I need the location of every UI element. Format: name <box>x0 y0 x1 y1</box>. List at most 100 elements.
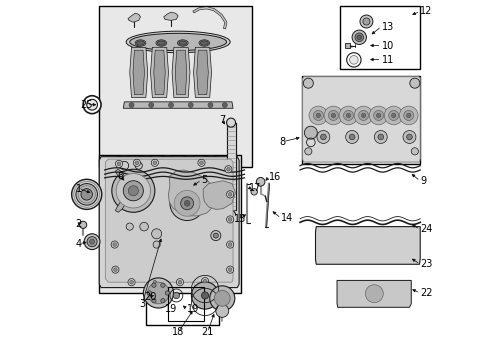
Text: 13: 13 <box>381 22 393 32</box>
Circle shape <box>151 298 156 303</box>
Circle shape <box>391 113 395 118</box>
Circle shape <box>373 131 386 143</box>
Ellipse shape <box>136 41 144 45</box>
Ellipse shape <box>157 41 165 45</box>
Circle shape <box>135 161 139 165</box>
Text: 22: 22 <box>419 288 432 298</box>
Text: 20: 20 <box>143 292 156 302</box>
Circle shape <box>116 174 150 208</box>
Circle shape <box>213 233 218 238</box>
Polygon shape <box>168 170 215 216</box>
Circle shape <box>148 103 153 108</box>
Polygon shape <box>175 50 186 95</box>
Circle shape <box>113 268 117 271</box>
Circle shape <box>228 193 231 196</box>
Text: 11: 11 <box>381 54 393 64</box>
Polygon shape <box>302 77 419 162</box>
Circle shape <box>173 292 179 299</box>
Polygon shape <box>203 181 235 210</box>
Circle shape <box>151 159 158 166</box>
Circle shape <box>346 113 350 118</box>
Circle shape <box>129 280 133 284</box>
Circle shape <box>303 78 313 88</box>
Circle shape <box>403 111 413 121</box>
Circle shape <box>180 197 193 210</box>
Circle shape <box>133 159 140 166</box>
Circle shape <box>304 126 317 139</box>
Polygon shape <box>99 157 239 288</box>
Circle shape <box>362 18 369 25</box>
Circle shape <box>76 184 97 205</box>
Circle shape <box>86 99 97 110</box>
Circle shape <box>147 291 151 295</box>
Text: 21: 21 <box>201 327 213 337</box>
Circle shape <box>406 134 411 140</box>
Text: 25: 25 <box>81 100 93 110</box>
Circle shape <box>151 279 158 286</box>
Text: 9: 9 <box>419 176 426 186</box>
Circle shape <box>349 55 357 64</box>
Circle shape <box>207 103 212 108</box>
Ellipse shape <box>126 31 230 53</box>
Circle shape <box>224 166 231 173</box>
Text: 2: 2 <box>76 219 82 229</box>
Polygon shape <box>315 226 419 264</box>
Circle shape <box>81 189 92 200</box>
Circle shape <box>84 234 100 249</box>
Circle shape <box>377 134 383 140</box>
Circle shape <box>365 285 383 303</box>
Text: 1: 1 <box>76 184 81 194</box>
Circle shape <box>348 134 354 140</box>
Circle shape <box>226 118 235 127</box>
Circle shape <box>376 113 380 118</box>
Text: 24: 24 <box>419 225 432 234</box>
Polygon shape <box>133 50 144 95</box>
Circle shape <box>72 179 102 210</box>
Circle shape <box>353 106 372 125</box>
Text: 14: 14 <box>281 213 293 223</box>
Ellipse shape <box>200 41 208 45</box>
Bar <box>145 270 219 325</box>
Circle shape <box>161 298 165 303</box>
Polygon shape <box>163 12 178 21</box>
Ellipse shape <box>179 41 186 45</box>
Circle shape <box>384 106 402 125</box>
Text: 7: 7 <box>218 115 224 125</box>
Text: 8: 8 <box>279 137 285 147</box>
Polygon shape <box>129 47 147 98</box>
Circle shape <box>174 190 200 216</box>
Circle shape <box>402 131 415 143</box>
Circle shape <box>151 229 162 239</box>
Text: 16: 16 <box>268 172 281 182</box>
Ellipse shape <box>199 40 209 46</box>
Circle shape <box>129 103 134 108</box>
Text: 23: 23 <box>419 259 432 269</box>
Circle shape <box>169 186 204 221</box>
Circle shape <box>214 291 230 306</box>
Circle shape <box>153 280 156 284</box>
Circle shape <box>191 282 218 309</box>
Circle shape <box>339 106 357 125</box>
Circle shape <box>203 279 206 283</box>
Circle shape <box>128 186 138 196</box>
Circle shape <box>320 134 325 140</box>
Circle shape <box>161 283 165 287</box>
Polygon shape <box>123 102 233 108</box>
Bar <box>301 76 419 164</box>
Text: 15: 15 <box>234 215 246 224</box>
Circle shape <box>113 243 116 246</box>
Polygon shape <box>226 123 235 211</box>
Polygon shape <box>128 13 140 22</box>
Circle shape <box>168 103 173 108</box>
Circle shape <box>128 279 135 286</box>
Polygon shape <box>153 50 165 95</box>
Circle shape <box>226 216 233 223</box>
Circle shape <box>358 111 368 121</box>
Circle shape <box>250 189 257 195</box>
Circle shape <box>351 30 366 44</box>
Circle shape <box>304 148 311 155</box>
Circle shape <box>228 218 231 221</box>
Circle shape <box>198 159 204 166</box>
Circle shape <box>313 111 323 121</box>
Ellipse shape <box>167 251 182 256</box>
